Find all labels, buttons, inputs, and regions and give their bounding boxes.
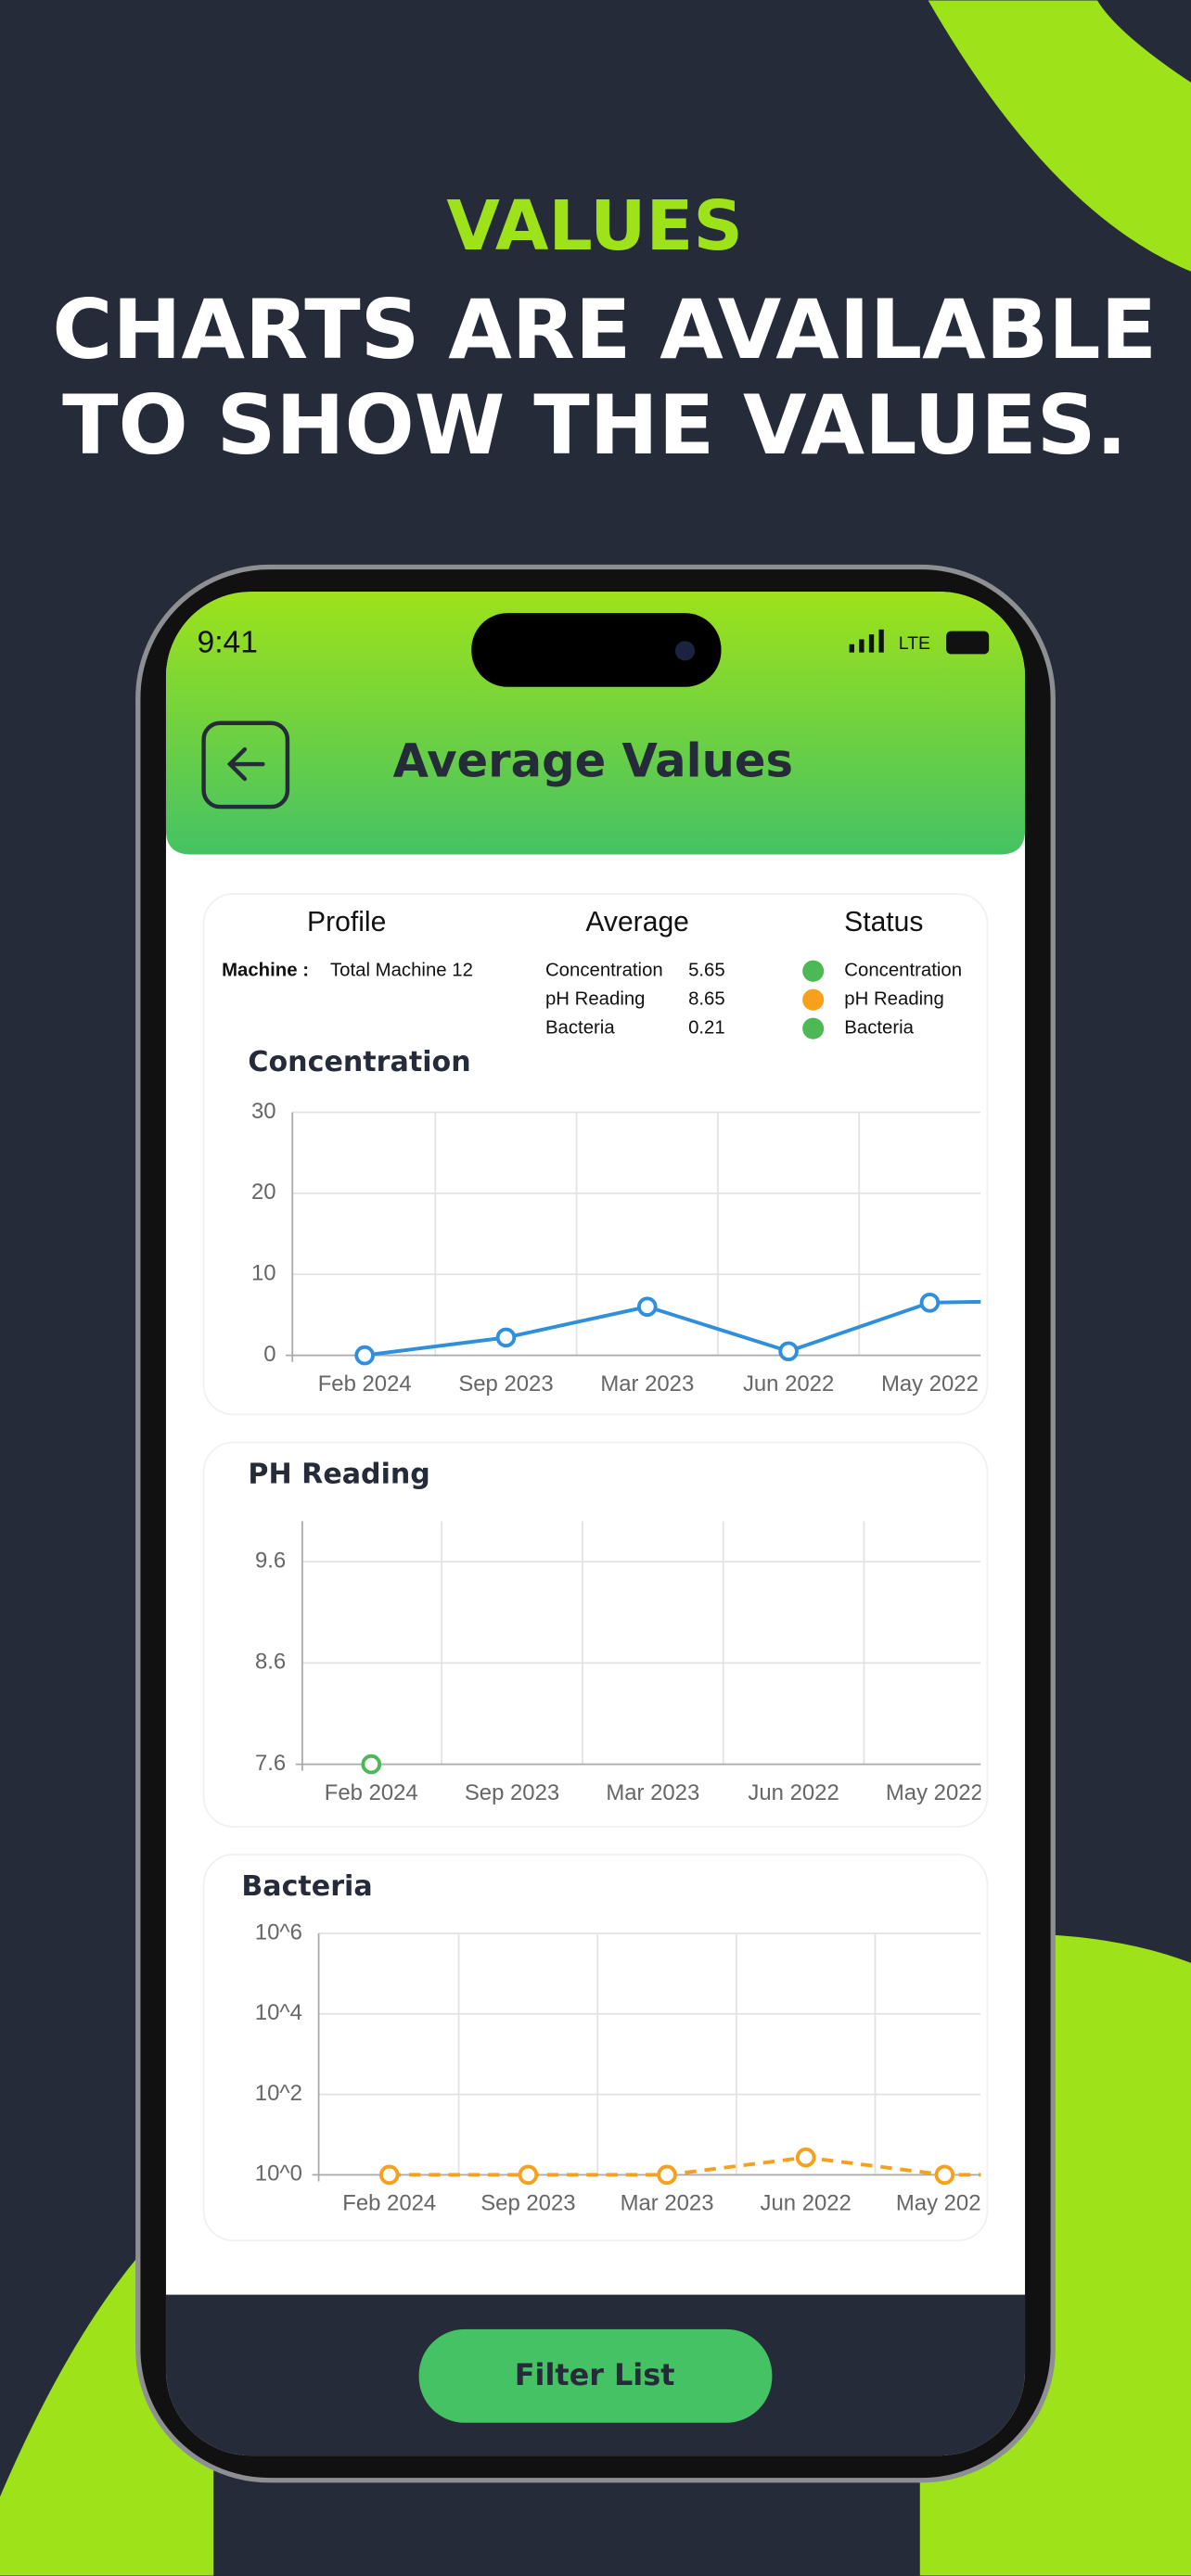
y-tick-label: 0 [263, 1342, 275, 1367]
x-tick-label: Feb 2024 [325, 1780, 418, 1805]
column-heading: Profile [307, 907, 386, 937]
card [202, 1441, 989, 1828]
camera [674, 641, 696, 661]
status-name: Bacteria [844, 1018, 914, 1039]
average-name: pH Reading [545, 989, 646, 1010]
x-tick-label: Feb 2024 [342, 2191, 436, 2216]
column-heading: Status [844, 907, 923, 937]
headline: CHARTS ARE AVAILABLE [52, 282, 1157, 377]
x-tick-label: Mar 2023 [606, 1780, 699, 1805]
data-point [354, 1345, 375, 1366]
charts: Concentration Feb 2024 Sep 2023 Mar 2023 Jun… [241, 1046, 993, 2216]
x-tick-label: Jun 2022 [748, 1780, 839, 1805]
data-point [657, 2164, 677, 2186]
card [202, 1854, 989, 2242]
data-point [518, 2164, 539, 2186]
status-network: LTE [899, 633, 930, 654]
y-tick-label: 10^2 [255, 2081, 302, 2106]
y-tick-label: 9.6 [255, 1548, 286, 1573]
x-tick-label: May 2022 [886, 1780, 983, 1805]
x-tick-label: Feb 2024 [318, 1371, 412, 1396]
status-name: Concentration [844, 961, 962, 981]
average-value: 8.65 [688, 989, 725, 1010]
app-title: Average Values [393, 734, 793, 788]
card [202, 893, 989, 1416]
x-tick-label: Sep 2023 [465, 1780, 559, 1805]
y-tick-label: 10^0 [255, 2162, 302, 2187]
app-header [165, 592, 1026, 855]
battery [946, 631, 990, 655]
x-tick-label: Sep 2023 [480, 2191, 575, 2216]
machine-label: Machine : [222, 961, 309, 981]
data-point [778, 1341, 799, 1362]
headline: TO SHOW THE VALUES. [62, 377, 1127, 473]
y-tick-label: 30 [251, 1099, 276, 1124]
y-tick-label: 7.6 [255, 1751, 286, 1776]
data-point [795, 2147, 816, 2168]
x-tick-label: May 2022 [896, 2191, 993, 2216]
data-point [495, 1327, 517, 1348]
dynamic-island [471, 613, 722, 687]
chart-title: Concentration [248, 1046, 470, 1078]
plot: Feb 2024 Sep 2023 Mar 2023 Jun 2022 May 2022 [312, 1932, 993, 2216]
average-name: Bacteria [545, 1018, 615, 1039]
plot: Feb 2024 Sep 2023 Mar 2023 Jun 2022 May 2022 [295, 1521, 983, 1805]
y-tick-label: 10 [251, 1261, 276, 1286]
plot: Feb 2024 Sep 2023 Mar 2023 Jun 2022 May 2022 [286, 1111, 981, 1396]
chart-title: Bacteria [241, 1870, 372, 1903]
x-tick-label: Jun 2022 [743, 1371, 834, 1396]
x-tick-label: Mar 2023 [600, 1371, 694, 1396]
status-dot [802, 988, 825, 1011]
back-button[interactable] [201, 721, 290, 810]
status-name: pH Reading [844, 989, 944, 1010]
x-tick-label: Mar 2023 [621, 2191, 714, 2216]
data-line [389, 2155, 981, 2177]
back-icon [226, 746, 265, 782]
filter-button[interactable] [418, 2328, 773, 2423]
signal [849, 629, 884, 653]
column-heading: Average [585, 907, 689, 937]
y-tick-label: 8.6 [255, 1650, 286, 1675]
data-point [361, 1753, 382, 1775]
average-value: 5.65 [688, 961, 725, 981]
data-point [636, 1296, 658, 1317]
status-dot [802, 960, 825, 982]
status-time: 9:41 [198, 626, 258, 660]
x-tick-label: Sep 2023 [458, 1371, 553, 1396]
profile-rows: Concentration 5.65 pH Reading 8.65 Bacteria 0… [545, 961, 962, 1039]
average-value: 0.21 [688, 1018, 725, 1039]
y-tick-label: 20 [251, 1180, 276, 1205]
eyebrow: VALUES [446, 185, 743, 266]
data-point [919, 1293, 941, 1313]
y-tick-label: 10^4 [255, 2000, 302, 2025]
data-point [934, 2164, 955, 2186]
average-name: Concentration [545, 961, 663, 981]
data-line [364, 1299, 981, 1358]
x-tick-label: Jun 2022 [761, 2191, 852, 2216]
status-dot [802, 1017, 825, 1039]
deco-arc [928, 0, 1191, 272]
filter-button-label: Filter List [515, 2357, 675, 2392]
data-point [378, 2164, 400, 2186]
x-tick-label: May 2022 [881, 1371, 979, 1396]
y-tick-label: 10^6 [255, 1919, 302, 1945]
machine-value: Total Machine 12 [330, 961, 473, 981]
chart-title: PH Reading [248, 1458, 429, 1490]
